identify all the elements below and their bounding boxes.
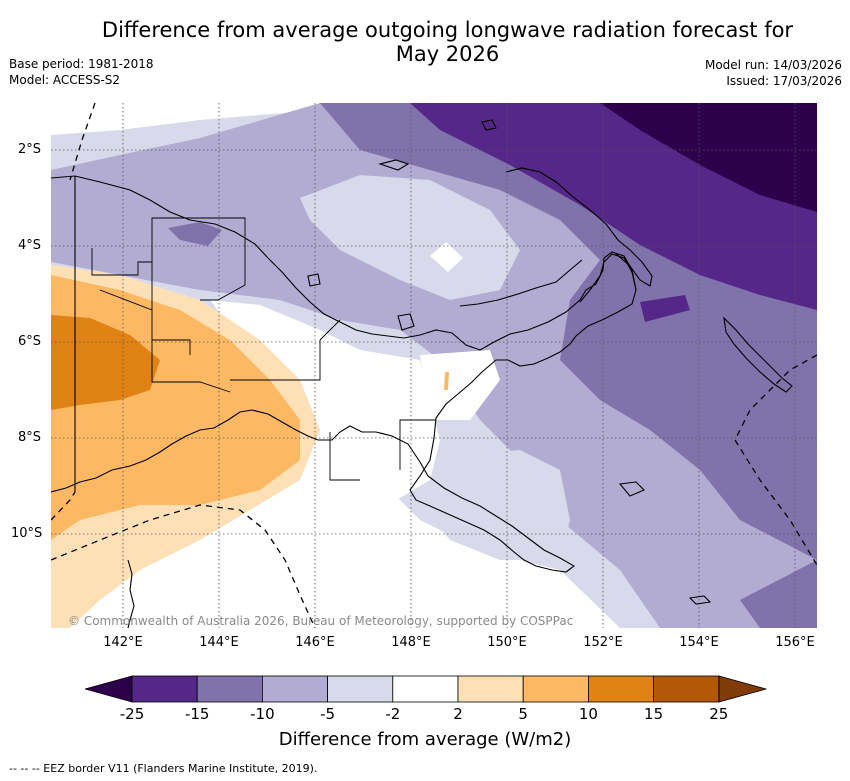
lon-label-154e: 154°E: [679, 635, 719, 650]
island-cluster-3: [688, 595, 712, 605]
coastlines: [51, 119, 793, 628]
contour-light-lavender-south: [425, 450, 570, 560]
colorbar-bins: [131, 675, 720, 703]
model-name: Model: ACCESS-S2: [9, 73, 121, 87]
colorbar-bin: [261, 675, 328, 703]
base-period: Base period: 1981-2018: [9, 57, 154, 71]
colorbar-bin: [392, 675, 459, 703]
colorbar-bin: [327, 675, 394, 703]
new-ireland-coast: [459, 259, 583, 307]
model-run: Model run: 14/03/2026: [704, 58, 842, 72]
lat-label-8s: 8°S: [18, 430, 42, 445]
colorbar-tick-label: 15: [644, 705, 664, 723]
cape-york-coast: [127, 559, 135, 628]
lon-label-152e: 152°E: [583, 635, 623, 650]
new-britain-east: [505, 167, 653, 287]
manus-island: [378, 159, 410, 171]
lon-label-146e: 146°E: [295, 635, 335, 650]
eez-west: [69, 103, 96, 181]
colorbar-tick-label: -2: [385, 705, 401, 723]
eez-borders: [51, 103, 817, 628]
colorbar-tick-label: -5: [320, 705, 336, 723]
island-cluster-4: [307, 273, 321, 287]
colorbar-tick-label: -25: [119, 705, 145, 723]
colorbar-tick-label: -15: [184, 705, 210, 723]
colorbar-tick-label: 2: [453, 705, 463, 723]
new-britain-coast: [579, 253, 637, 303]
contour-white-east: [420, 350, 500, 420]
colorbar-tick-label: -10: [250, 705, 275, 723]
colorbar-bin: [587, 675, 654, 703]
map-gridlines: [51, 103, 817, 628]
lon-label-148e: 148°E: [391, 635, 431, 650]
title-line-2: May 2026: [395, 42, 500, 66]
lon-label-142e: 142°E: [103, 635, 143, 650]
colorbar-bin: [653, 675, 720, 703]
contour-medium-purple-southeast: [740, 560, 817, 628]
chart-title: Difference from average outgoing longwav…: [60, 18, 835, 66]
meta-right: Model run: 14/03/2026 Issued: 17/03/2026: [705, 57, 842, 89]
colorbar: [85, 675, 767, 703]
province-borders: [91, 217, 436, 481]
contour-dark-orange: [51, 315, 160, 410]
lon-label-144e: 144°E: [199, 635, 239, 650]
eez-legend: -- -- -- EEZ border V11 (Flanders Marine…: [9, 762, 318, 775]
colorbar-tick-label: 25: [709, 705, 729, 723]
colorbar-tick-label: 5: [518, 705, 528, 723]
map-plot-area: [51, 103, 817, 628]
colorbar-extend-low: [85, 675, 133, 703]
eez-south: [51, 504, 316, 628]
meta-left: Base period: 1981-2018 Model: ACCESS-S2: [9, 56, 154, 88]
lat-label-2s: 2°S: [18, 142, 42, 157]
contour-darkest-purple: [600, 103, 817, 212]
colorbar-bin: [457, 675, 524, 703]
colorbar-tick-label: 10: [578, 705, 598, 723]
eez-east: [734, 354, 817, 566]
issue-date: Issued: 17/03/2026: [726, 74, 842, 88]
island-cluster-2: [618, 481, 645, 497]
contour-light-lavender-core: [300, 175, 520, 300]
contour-white-spot: [430, 242, 463, 272]
colorbar-bin: [196, 675, 263, 703]
lat-label-6s: 6°S: [18, 334, 42, 349]
contour-dark-purple-patch: [640, 295, 690, 322]
lat-label-10s: 10°S: [11, 526, 43, 541]
colorbar-extend-high: [718, 675, 767, 703]
copyright-notice: © Commonwealth of Australia 2026, Bureau…: [68, 614, 574, 628]
island-cluster-1: [481, 119, 497, 131]
contour-orange-spot: [444, 372, 449, 390]
colorbar-bin: [522, 675, 589, 703]
colorbar-bin: [131, 675, 198, 703]
title-line-1: Difference from average outgoing longwav…: [101, 18, 794, 42]
lat-label-4s: 4°S: [18, 238, 42, 253]
contour-medium-purple-west: [168, 222, 222, 246]
colorbar-label: Difference from average (W/m2): [278, 729, 572, 750]
lon-label-156e: 156°E: [775, 635, 815, 650]
bougainville-coast: [723, 316, 793, 393]
new-guinea-coast: [51, 175, 637, 573]
eez-southwest: [51, 491, 76, 521]
island-cluster-5: [397, 313, 415, 331]
lon-label-150e: 150°E: [487, 635, 527, 650]
